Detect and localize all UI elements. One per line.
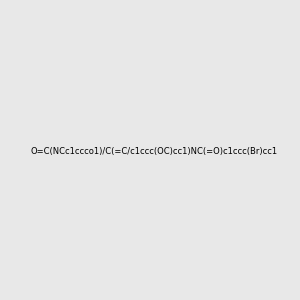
- Text: O=C(NCc1ccco1)/C(=C/c1ccc(OC)cc1)NC(=O)c1ccc(Br)cc1: O=C(NCc1ccco1)/C(=C/c1ccc(OC)cc1)NC(=O)c…: [30, 147, 277, 156]
